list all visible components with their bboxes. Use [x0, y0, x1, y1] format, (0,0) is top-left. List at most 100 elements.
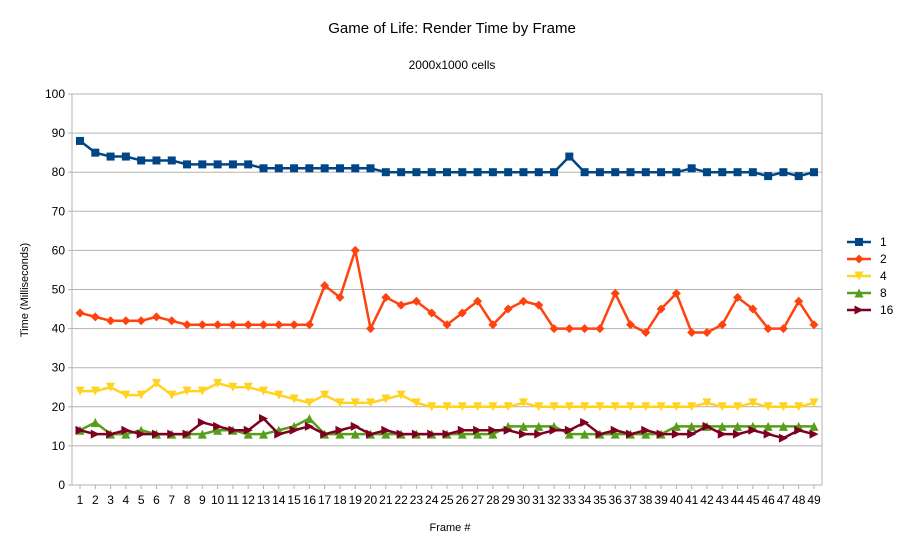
- data-point: [503, 425, 513, 435]
- data-point: [550, 168, 559, 177]
- data-point: [534, 402, 544, 412]
- data-point: [534, 300, 544, 310]
- data-point: [564, 324, 574, 334]
- data-point: [427, 308, 437, 318]
- x-tick-label: 29: [501, 493, 515, 507]
- data-point: [350, 398, 360, 408]
- data-point: [580, 429, 590, 439]
- data-point: [610, 402, 620, 412]
- data-point: [213, 378, 223, 388]
- data-point: [136, 429, 146, 439]
- legend-marker: [855, 238, 863, 246]
- x-tick-label: 40: [670, 493, 684, 507]
- x-tick-label: 31: [532, 493, 546, 507]
- data-point: [641, 402, 651, 412]
- data-point: [565, 152, 574, 161]
- data-point: [473, 425, 483, 435]
- data-point: [121, 316, 131, 326]
- data-point: [473, 296, 483, 306]
- legend-marker: [854, 288, 864, 298]
- data-point: [381, 168, 390, 177]
- x-tick-label: 33: [563, 493, 577, 507]
- data-point: [274, 164, 283, 173]
- data-point: [137, 156, 146, 165]
- data-point: [626, 402, 635, 412]
- x-tick-label: 28: [486, 493, 500, 507]
- data-point: [488, 168, 497, 177]
- data-point: [473, 429, 483, 439]
- data-point: [457, 425, 467, 435]
- data-point: [197, 429, 207, 439]
- data-point: [503, 304, 513, 314]
- data-point: [259, 429, 268, 439]
- data-point: [151, 378, 161, 388]
- data-point: [411, 296, 421, 306]
- data-point: [366, 398, 376, 408]
- x-tick-label: 24: [425, 493, 439, 507]
- data-point: [106, 429, 116, 439]
- data-point: [350, 421, 360, 431]
- y-tick-label: 70: [52, 204, 66, 218]
- data-point: [763, 402, 773, 412]
- data-point: [320, 164, 329, 173]
- data-point: [213, 320, 223, 330]
- data-point: [733, 292, 743, 302]
- data-point: [534, 421, 544, 431]
- x-tick-label: 34: [578, 493, 592, 507]
- chart-subtitle: 2000x1000 cells: [409, 58, 496, 72]
- data-point: [228, 160, 237, 169]
- y-tick-label: 30: [52, 361, 66, 375]
- data-point: [305, 164, 314, 173]
- data-point: [518, 398, 528, 408]
- data-point: [167, 316, 177, 326]
- data-point: [687, 328, 697, 338]
- data-point: [259, 164, 268, 173]
- data-point: [718, 168, 727, 177]
- x-tick-label: 48: [792, 493, 806, 507]
- data-point: [228, 382, 238, 392]
- data-point: [702, 398, 712, 408]
- data-point: [304, 320, 314, 330]
- y-tick-label: 40: [52, 322, 66, 336]
- series-4: [75, 378, 819, 412]
- data-point: [687, 402, 697, 412]
- data-point: [121, 429, 131, 439]
- data-point: [90, 429, 100, 439]
- data-point: [411, 429, 421, 439]
- data-point: [626, 429, 635, 439]
- data-point: [167, 429, 177, 439]
- x-tick-label: 27: [471, 493, 485, 507]
- data-point: [534, 429, 544, 439]
- data-point: [366, 429, 376, 439]
- data-point: [320, 429, 330, 439]
- data-point: [304, 421, 314, 431]
- legend: 1 2 4 8 16: [847, 235, 894, 317]
- data-point: [733, 429, 743, 439]
- data-point: [243, 320, 253, 330]
- legend-label: 8: [880, 286, 887, 300]
- data-point: [335, 292, 345, 302]
- data-point: [457, 308, 467, 318]
- y-tick-label: 0: [58, 478, 65, 492]
- data-point: [809, 320, 819, 330]
- data-point: [656, 402, 666, 412]
- data-point: [152, 156, 161, 165]
- data-point: [381, 292, 391, 302]
- y-tick-label: 100: [45, 87, 65, 101]
- data-point: [182, 386, 192, 396]
- legend-item: 16: [847, 303, 894, 317]
- data-point: [794, 425, 804, 435]
- x-tick-label: 3: [107, 493, 114, 507]
- data-point: [534, 168, 543, 177]
- x-tick-label: 5: [138, 493, 145, 507]
- data-point: [610, 288, 620, 298]
- data-point: [778, 324, 788, 334]
- x-tick-label: 30: [517, 493, 531, 507]
- data-point: [106, 316, 116, 326]
- data-point: [396, 300, 406, 310]
- data-point: [794, 172, 803, 181]
- data-point: [121, 390, 131, 400]
- data-point: [504, 168, 513, 177]
- x-tick-label: 18: [333, 493, 347, 507]
- y-tick-label: 50: [52, 283, 66, 297]
